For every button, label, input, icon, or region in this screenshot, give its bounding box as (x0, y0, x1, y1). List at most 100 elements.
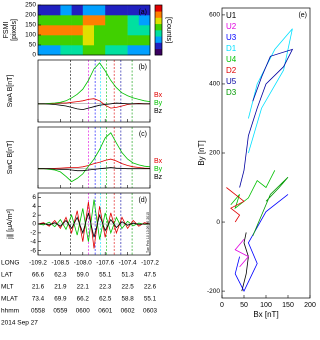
heat-cell (49, 35, 61, 46)
y-tick-label: 6 (32, 194, 36, 201)
y-tick-label: 0 (32, 221, 36, 228)
data-line (38, 158, 151, 170)
y-tick-label: 200 (25, 12, 36, 19)
y-tick-label: 150 (25, 22, 36, 29)
legend-entry: D2 (226, 66, 237, 75)
heat-cell (60, 35, 72, 46)
x-tick-label: 21.9 (54, 284, 67, 291)
legend-entry: D3 (226, 88, 237, 97)
colorbar-step (155, 17, 162, 25)
x-tick-label: 59.0 (77, 272, 90, 279)
heat-cell (94, 5, 106, 16)
y-tick-label: 0 (216, 219, 220, 226)
y-tick-label: 400 (209, 81, 220, 88)
hodogram-line (239, 48, 294, 188)
x-tick-label: 0559 (53, 308, 68, 315)
x-tick-label: -107.6 (96, 260, 114, 267)
heat-cell (105, 35, 117, 46)
colorbar-step (155, 11, 162, 18)
y-tick-label: -6 (30, 247, 36, 254)
heat-cell (82, 25, 95, 36)
heat-cell (94, 45, 106, 56)
date-label: 2014 Sep 27 (1, 320, 38, 327)
hodogram-line (226, 187, 245, 223)
hodogram-line (234, 239, 250, 268)
x-tick-label: 55.1 (144, 296, 157, 303)
heat-cell (38, 25, 50, 36)
x-tick-label: 22.3 (99, 284, 112, 291)
panel-label: (b) (138, 64, 147, 71)
heat-cell (82, 5, 95, 16)
annotation: Tue Feb 10 13:26:36 2015 (146, 212, 150, 253)
x-tick-label: -108.0 (74, 260, 92, 267)
heat-cell (82, 45, 95, 56)
y-tick-label: 4 (32, 203, 36, 210)
heat-cell (105, 25, 117, 36)
x-tick-label: 66.2 (77, 296, 90, 303)
heat-cell (82, 35, 95, 46)
row-name: MLT (1, 284, 14, 291)
heat-cell (116, 5, 128, 16)
y-tick-label: 100 (25, 32, 36, 39)
x-tick-label: -109.2 (29, 260, 47, 267)
x-tick-label: 58.8 (121, 296, 134, 303)
y-tick-label: -4 (30, 238, 36, 245)
y-tick-label: 0 (32, 52, 36, 59)
heat-cell (60, 45, 72, 56)
heat-cell (116, 35, 128, 46)
hodogram-line (252, 176, 289, 237)
heat-cell (138, 45, 151, 56)
data-line (38, 167, 150, 172)
colorbar-label: [Counts] (165, 17, 172, 43)
x-tick-label: 22.6 (144, 284, 157, 291)
heat-cell (127, 45, 140, 56)
legend-entry: U1 (226, 11, 237, 20)
y-axis-label: By [nT] (197, 140, 206, 165)
panel-label: (e) (298, 12, 307, 19)
x-tick-label: 51.3 (121, 272, 134, 279)
heat-cell (105, 15, 117, 26)
legend-entry: U4 (226, 55, 237, 64)
heat-cell (60, 25, 72, 36)
y-tick-label: 50 (29, 42, 37, 49)
data-line (38, 102, 150, 111)
x-tick-label: 0 (220, 302, 224, 309)
heat-cell (116, 15, 128, 26)
y-tick-label: 200 (209, 150, 220, 157)
x-tick-label: 62.5 (99, 296, 112, 303)
x-tick-label: 21.6 (32, 284, 45, 291)
legend-entry: D1 (226, 44, 237, 53)
x-tick-label: 0601 (98, 308, 113, 315)
x-tick-label: 0603 (143, 308, 158, 315)
heat-cell (82, 15, 95, 26)
legend-entry: Bx (154, 158, 163, 165)
x-tick-label: -107.4 (119, 260, 137, 267)
heat-cell (49, 5, 61, 16)
y-tick-label: 2 (32, 212, 36, 219)
x-tick-label: 0600 (76, 308, 91, 315)
x-tick-label: 22.1 (77, 284, 90, 291)
heat-cell (71, 35, 84, 46)
colorbar-step (155, 48, 162, 56)
heat-cell (116, 45, 128, 56)
legend-entry: U3 (226, 33, 237, 42)
heat-cell (38, 15, 50, 26)
heat-cell (71, 25, 84, 36)
legend-entry: By (154, 100, 163, 107)
heat-cell (127, 15, 140, 26)
x-tick-label: 0602 (121, 308, 136, 315)
heat-cell (94, 15, 106, 26)
heat-cell (138, 15, 151, 26)
y-tick-label: -200 (207, 288, 220, 295)
x-axis-label: Bx [nT] (253, 310, 278, 319)
heat-cell (138, 5, 151, 16)
hodogram-line (234, 194, 289, 293)
x-tick-label: 150 (282, 302, 294, 309)
heat-cell (60, 5, 72, 16)
legend-entry: Bx (154, 92, 163, 99)
x-tick-label: 100 (260, 302, 272, 309)
heat-cell (105, 5, 117, 16)
panel-label: (d) (138, 197, 147, 204)
heat-cell (105, 45, 117, 56)
